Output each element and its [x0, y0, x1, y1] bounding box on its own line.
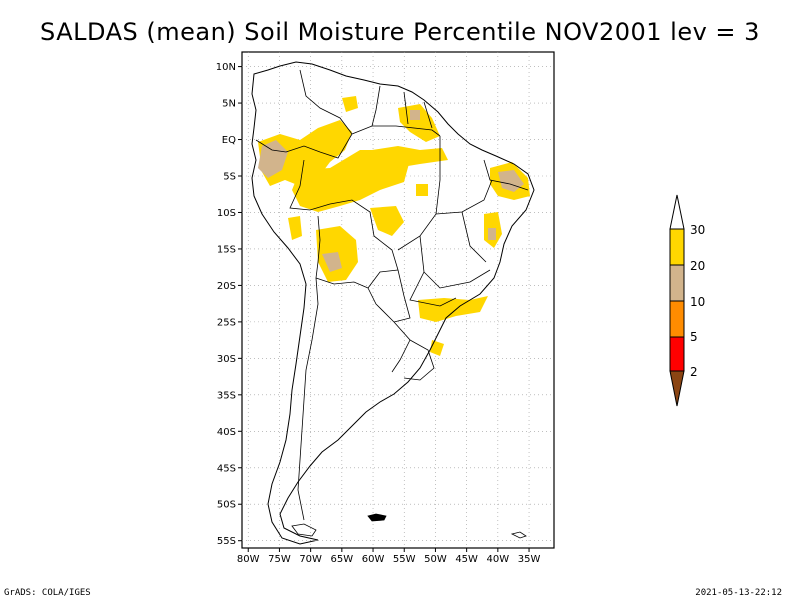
- legend-label-2: 2: [690, 365, 698, 379]
- lat-tick-label: 55S: [217, 536, 236, 547]
- lat-tick-label: 25S: [217, 317, 236, 328]
- south-america-coastline: [251, 61, 535, 545]
- lat-tick-label: 40S: [217, 427, 236, 438]
- shade-rondonia: [370, 206, 404, 236]
- lon-tick-label: 75W: [268, 554, 291, 565]
- legend-band-20: [669, 264, 685, 302]
- footer-timestamp: 2021-05-13-22:12: [695, 588, 782, 598]
- south-georgia: [510, 531, 527, 539]
- border-brazil-north: [351, 125, 441, 137]
- border-paraguay-argentina: [367, 287, 395, 323]
- border-peru-brazil: [289, 159, 331, 211]
- shade-tan-bahia: [488, 228, 496, 240]
- lon-tick-label: 45W: [455, 554, 478, 565]
- lon-tick-label: 50W: [424, 554, 447, 565]
- shade-lower-amazon: [372, 146, 448, 168]
- shade-peru-west: [288, 216, 302, 240]
- lon-tick-label: 65W: [331, 554, 354, 565]
- legend-band-5: [669, 336, 685, 372]
- legend-label-5: 5: [690, 330, 698, 344]
- legend-label-10: 10: [690, 295, 705, 309]
- lat-tick-label: 35S: [217, 390, 236, 401]
- border-ecuador-peru: [255, 139, 287, 153]
- shade-tan-bolivia: [322, 252, 342, 272]
- lat-tick-label: 45S: [217, 463, 236, 474]
- border-chile-argentina: [297, 277, 319, 521]
- lat-tick-label: 5N: [222, 99, 236, 110]
- lon-tick-label: 80W: [237, 554, 260, 565]
- tierra-del-fuego: [291, 523, 317, 537]
- legend-band-30: [669, 228, 685, 266]
- longitude-tick-labels: 80W 75W 70W 65W 60W 55W 50W 45W 40W 35W: [237, 554, 541, 565]
- border-colombia-peru-brazil: [285, 133, 353, 159]
- border-bolivia-paraguay: [367, 269, 399, 289]
- lat-tick-label: 30S: [217, 354, 236, 365]
- border-brazil-northeast: [483, 159, 529, 191]
- lat-tick-label: 10N: [216, 62, 236, 73]
- colorbar-legend: 30 20 10 5 2: [669, 194, 705, 407]
- border-brazil-interior-2: [435, 179, 493, 215]
- latitude-tick-labels: 10N 5N EQ 5S 10S 15S 20S 25S 30S 35S 40S 45S 50S 55S: [216, 62, 236, 547]
- footer-credit: GrADS: COLA/IGES: [4, 588, 91, 598]
- border-brazil-interior-3: [419, 235, 491, 289]
- border-uruguay-brazil: [403, 339, 435, 381]
- border-argentina-uruguay: [391, 321, 411, 373]
- lon-tick-label: 35W: [518, 554, 541, 565]
- lon-tick-label: 60W: [362, 554, 385, 565]
- border-bolivia-argentina: [315, 277, 369, 289]
- border-brazil-interior-5: [461, 211, 487, 263]
- lat-tick-label: 15S: [217, 244, 236, 255]
- lon-tick-label: 40W: [487, 554, 510, 565]
- border-bolivia-brazil: [329, 199, 399, 271]
- country-borders: [255, 69, 529, 521]
- lon-tick-label: 70W: [299, 554, 322, 565]
- legend-top-triangle: [669, 194, 685, 230]
- legend-label-30: 30: [690, 223, 705, 237]
- border-peru-bolivia: [315, 215, 321, 279]
- lat-tick-label: 10S: [217, 208, 236, 219]
- lat-tick-label: EQ: [222, 135, 236, 146]
- lat-tick-label: 5S: [223, 172, 236, 183]
- shade-guiana: [398, 104, 440, 142]
- lat-tick-label: 20S: [217, 281, 236, 292]
- percentile-shading-tan: [258, 110, 524, 272]
- border-suriname-fguiana: [423, 101, 433, 129]
- shade-tan-ecuador-peru: [258, 140, 288, 178]
- legend-label-20: 20: [690, 259, 705, 273]
- shade-venezuela: [342, 96, 358, 112]
- border-guyana-suriname: [403, 91, 409, 125]
- shade-tan-guiana: [410, 110, 420, 120]
- border-venezuela-guyana: [371, 85, 381, 127]
- legend-bottom-triangle: [669, 370, 685, 407]
- shade-southeast-brazil: [418, 296, 488, 322]
- border-brazil-interior-4: [409, 271, 457, 307]
- shade-central-amazon: [292, 150, 410, 212]
- lat-tick-label: 50S: [217, 500, 236, 511]
- map-frame: [241, 51, 555, 549]
- falkland-islands: [367, 513, 387, 522]
- border-colombia-venezuela: [299, 69, 353, 135]
- shade-tocantins: [416, 184, 428, 196]
- border-paraguay-brazil: [393, 269, 411, 323]
- islands: [291, 513, 527, 539]
- legend-band-10: [669, 300, 685, 338]
- map-title: SALDAS (mean) Soil Moisture Percentile N…: [40, 18, 760, 46]
- lon-tick-label: 55W: [393, 554, 416, 565]
